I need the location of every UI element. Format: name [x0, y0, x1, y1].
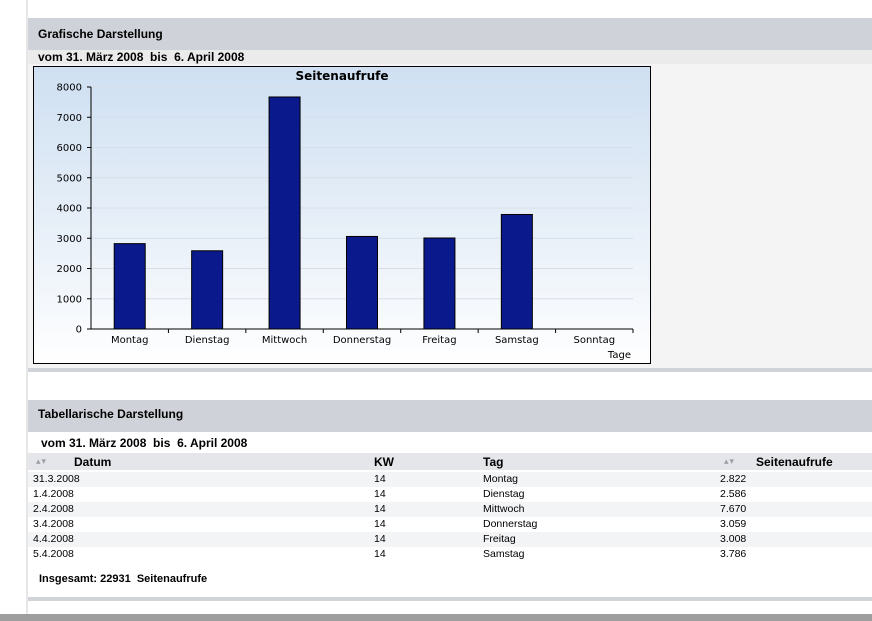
cell-tag: Mittwoch — [483, 503, 525, 515]
column-header-tag: Tag — [483, 455, 504, 469]
bar-dienstag — [191, 250, 224, 330]
cell-kw: 14 — [374, 548, 386, 560]
cell-seitenaufrufe: 2.586 — [720, 488, 747, 500]
section-divider — [28, 368, 872, 372]
cell-kw: 14 — [374, 518, 386, 530]
cell-datum: 5.4.2008 — [33, 548, 74, 560]
y-tick-label: 4000 — [57, 204, 82, 215]
axes: 0 1000 2000 3000 4000 5000 6000 7000 8000 Montag D… — [57, 83, 634, 346]
table-date-bar: vom 31. März 2008 bis 6. April 2008 — [28, 432, 872, 453]
bar-montag — [113, 243, 146, 330]
cell-seitenaufrufe: 7.670 — [720, 503, 747, 515]
table-bottom-divider — [28, 597, 872, 601]
chart-canvas: Seitenaufrufe 0 1000 2000 3000 4000 5000 6000 7… — [57, 69, 634, 361]
y-tick-label: 8000 — [57, 83, 82, 94]
cell-tag: Montag — [483, 473, 519, 485]
window-bottom-bar — [0, 614, 872, 621]
table-row: 2.4.2008 14 Mittwoch 7.670 — [28, 502, 872, 517]
y-tick-label: 3000 — [57, 234, 82, 245]
table-section-title: Tabellarische Darstellung — [38, 407, 184, 421]
bar-donnerstag — [346, 235, 378, 330]
x-tick-label: Freitag — [422, 335, 456, 346]
table-row: 4.4.2008 14 Freitag 3.008 — [28, 532, 872, 547]
cell-seitenaufrufe: 2.822 — [720, 473, 747, 485]
x-tick-label: Dienstag — [185, 335, 230, 346]
column-header-seitenaufrufe[interactable]: Seitenaufrufe — [756, 455, 833, 469]
x-tick-label: Montag — [111, 335, 148, 346]
cell-tag: Freitag — [483, 533, 516, 545]
bar-samstag — [500, 213, 533, 330]
sort-arrows-icon[interactable]: ▴▾ — [36, 456, 48, 466]
table-row: 31.3.2008 14 Montag 2.822 — [28, 472, 872, 487]
x-tick-label: Mittwoch — [262, 335, 307, 346]
graphic-date-range: vom 31. März 2008 bis 6. April 2008 — [38, 50, 245, 64]
cell-kw: 14 — [374, 488, 386, 500]
cell-tag: Donnerstag — [483, 518, 538, 530]
cell-kw: 14 — [374, 503, 386, 515]
y-tick-label: 6000 — [57, 143, 82, 154]
column-header-kw: KW — [374, 455, 394, 469]
graphic-section-header: Grafische Darstellung — [28, 18, 872, 50]
graphic-section-title: Grafische Darstellung — [38, 27, 163, 41]
table-header-row: ▴▾ Datum KW Tag ▴▾ Seitenaufrufe — [28, 453, 872, 470]
bar-freitag — [423, 237, 456, 330]
grid-lines — [91, 86, 633, 300]
table-section-header: Tabellarische Darstellung — [28, 400, 872, 432]
cell-kw: 14 — [374, 533, 386, 545]
cell-seitenaufrufe: 3.059 — [720, 518, 747, 530]
left-margin — [26, 0, 28, 614]
y-tick-label: 1000 — [57, 294, 82, 305]
cell-datum: 31.3.2008 — [33, 473, 80, 485]
table-row: 1.4.2008 14 Dienstag 2.586 — [28, 487, 872, 502]
cell-seitenaufrufe: 3.008 — [720, 533, 747, 545]
sort-arrows-icon[interactable]: ▴▾ — [724, 456, 736, 466]
cell-datum: 3.4.2008 — [33, 518, 74, 530]
x-axis-label: Tage — [607, 350, 631, 361]
x-tick-label: Donnerstag — [333, 335, 391, 346]
table-date-range: vom 31. März 2008 bis 6. April 2008 — [41, 436, 248, 450]
bar-chart: Seitenaufrufe 0 1000 2000 3000 4000 5000 6000 7… — [33, 66, 651, 364]
x-tick-label: Sonntag — [574, 335, 616, 346]
table-row: 3.4.2008 14 Donnerstag 3.059 — [28, 517, 872, 532]
column-header-datum[interactable]: Datum — [74, 455, 112, 469]
total-summary: Insgesamt: 22931 Seitenaufrufe — [39, 573, 208, 585]
chart-title: Seitenaufrufe — [296, 69, 389, 83]
graphic-date-bar: vom 31. März 2008 bis 6. April 2008 — [28, 50, 872, 64]
cell-datum: 1.4.2008 — [33, 488, 74, 500]
x-tick-label: Samstag — [495, 335, 539, 346]
cell-datum: 2.4.2008 — [33, 503, 74, 515]
cell-kw: 14 — [374, 473, 386, 485]
y-tick-label: 7000 — [57, 113, 82, 124]
bar-mittwoch — [268, 96, 301, 330]
cell-tag: Samstag — [483, 548, 525, 560]
y-tick-label: 5000 — [57, 173, 82, 184]
bars — [113, 96, 533, 330]
y-tick-label: 0 — [76, 325, 82, 336]
y-tick-label: 2000 — [57, 264, 82, 275]
cell-seitenaufrufe: 3.786 — [720, 548, 747, 560]
cell-tag: Dienstag — [483, 488, 525, 500]
cell-datum: 4.4.2008 — [33, 533, 74, 545]
chart-side-panel — [652, 64, 872, 368]
table-row: 5.4.2008 14 Samstag 3.786 — [28, 547, 872, 562]
